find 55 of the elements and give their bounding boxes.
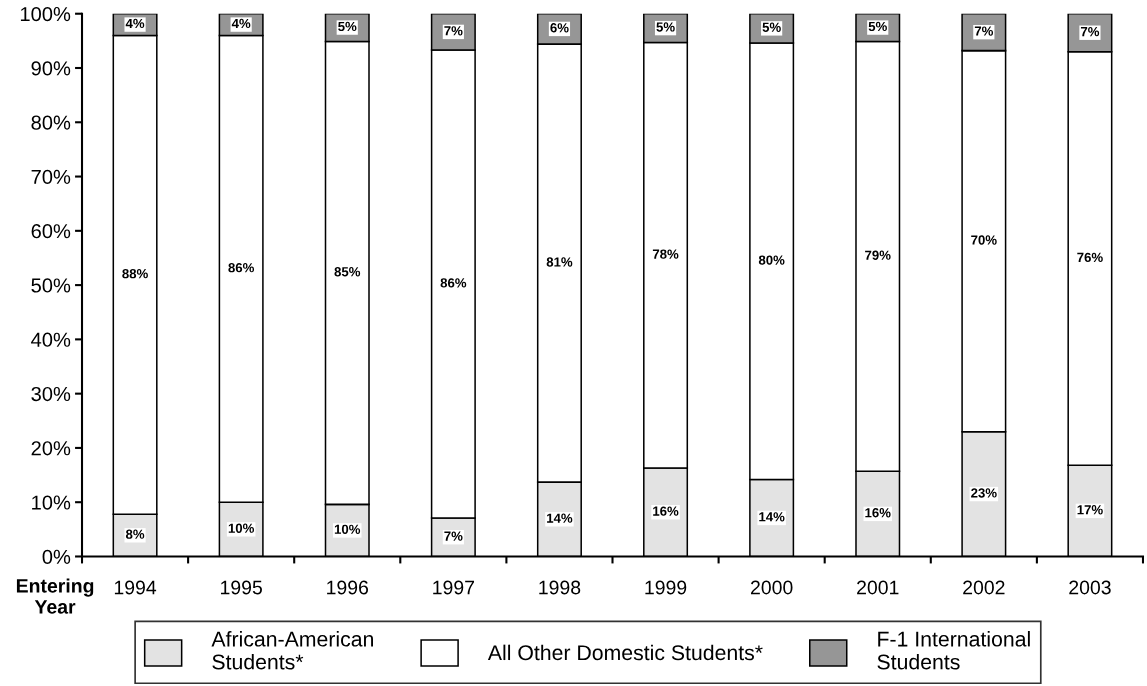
y-tick-label: 70% [31, 169, 71, 185]
legend-label: African-American Students* [211, 631, 373, 670]
data-label: 86% [440, 278, 467, 288]
y-tick-label: 20% [31, 441, 71, 456]
y-tick-label: 30% [31, 386, 71, 402]
x-tick-label: 1995 [221, 580, 262, 595]
x-tick-label: 2002 [963, 580, 1005, 595]
y-tick-label: 100% [20, 6, 71, 22]
data-label: 81% [546, 257, 573, 267]
y-tick-label: 80% [31, 115, 71, 130]
data-label: 86% [228, 263, 255, 273]
data-label: 5% [868, 21, 887, 32]
y-tick-label: 90% [31, 61, 71, 76]
data-label: 10% [228, 523, 255, 533]
data-label: 10% [334, 524, 361, 534]
data-label: 16% [865, 508, 891, 518]
y-tick-label: 40% [31, 332, 71, 347]
data-label: 4% [125, 18, 145, 29]
y-tick-label: 10% [32, 495, 71, 510]
data-label: 6% [550, 23, 569, 33]
data-label: 7% [444, 531, 463, 541]
data-label: 4% [231, 18, 251, 29]
x-tick-label: 1997 [433, 580, 475, 595]
data-label: 7% [974, 26, 994, 36]
data-label: 70% [971, 235, 997, 245]
y-tick-label: 60% [31, 224, 71, 239]
x-tick-label: 1998 [539, 580, 581, 595]
x-tick-label: 1994 [114, 580, 157, 595]
y-tick-label: 0% [42, 549, 71, 564]
data-label: 17% [1077, 505, 1103, 515]
data-label: 79% [865, 250, 891, 260]
data-label: 5% [762, 22, 781, 32]
x-tick-label: 2000 [751, 580, 793, 595]
data-label: 8% [125, 529, 145, 539]
data-label: 14% [547, 513, 573, 523]
data-label: 7% [1080, 26, 1100, 37]
x-tick-label: 2001 [857, 580, 899, 595]
legend-label: F-1 International Students [877, 631, 1030, 670]
x-tick-label: 1999 [645, 580, 687, 595]
data-label: 85% [334, 267, 361, 277]
data-label: 80% [758, 255, 785, 265]
data-label: 88% [122, 268, 148, 279]
legend-label: All Other Domestic Students* [487, 644, 763, 661]
data-label: 76% [1077, 252, 1103, 263]
data-label: 14% [759, 512, 785, 522]
x-axis-title: Entering Year [16, 578, 94, 614]
data-label: 78% [652, 249, 679, 259]
data-label: 5% [656, 22, 675, 32]
x-tick-label: 1996 [327, 580, 369, 595]
data-label: 5% [338, 21, 357, 32]
data-label: 16% [653, 506, 679, 516]
data-label: 23% [971, 488, 997, 498]
x-tick-label: 2003 [1069, 580, 1111, 595]
y-tick-label: 50% [31, 278, 71, 293]
data-label: 7% [444, 26, 463, 36]
